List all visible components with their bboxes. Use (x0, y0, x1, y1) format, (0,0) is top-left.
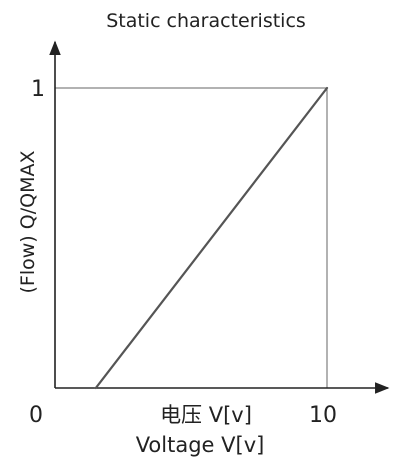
plot-frame (55, 87, 328, 388)
x-tick-label-10: 10 (309, 403, 337, 428)
series-line-0 (94, 86, 329, 390)
y-axis-label: (Flow) Q/QMAX (17, 151, 39, 294)
chart-title: Static characteristics (106, 10, 306, 32)
x-tick-label-0: 0 (29, 403, 43, 428)
y-tick-label-1: 1 (31, 77, 45, 102)
axes (49, 40, 390, 394)
x-axis-label: Voltage V[v] (136, 433, 265, 457)
x-axis-label-chinese: 电压 V[v] (160, 403, 252, 427)
tick-labels: 0 10 1 (29, 77, 337, 428)
series-layer (94, 86, 329, 390)
